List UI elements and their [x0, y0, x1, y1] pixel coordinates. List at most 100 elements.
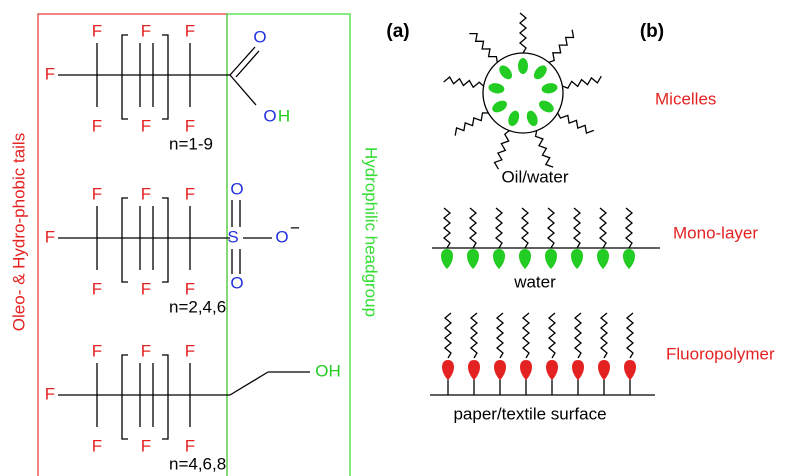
repeat-label: n=4,6,8	[169, 454, 226, 473]
headgroup	[541, 82, 558, 95]
atom: O	[263, 106, 276, 125]
headgroup	[531, 63, 549, 82]
fluorine: F	[141, 184, 151, 203]
fluorine: F	[45, 64, 55, 83]
headgroup	[598, 360, 610, 380]
fluorine: F	[92, 279, 102, 298]
oil-water-label: Oil/water	[501, 167, 568, 186]
headgroup	[623, 249, 635, 269]
tail	[601, 313, 607, 358]
headgroup	[572, 360, 584, 380]
bracket	[162, 355, 168, 439]
tail	[470, 208, 476, 248]
atom: O	[275, 227, 288, 246]
headgroup	[468, 360, 480, 380]
headgroup	[571, 249, 583, 269]
monolayer-label: Mono-layer	[673, 223, 758, 242]
bracket	[122, 355, 128, 439]
tail	[444, 77, 484, 87]
bracket	[162, 35, 168, 119]
tail	[496, 208, 502, 248]
atom: H	[278, 106, 290, 125]
fluorine: F	[92, 436, 102, 455]
fluorine: F	[92, 116, 102, 135]
fluorine: F	[92, 21, 102, 40]
tail	[558, 113, 594, 133]
tail	[523, 313, 529, 358]
tail	[444, 208, 450, 248]
headgroup	[488, 82, 505, 95]
fluorine: F	[92, 341, 102, 360]
fluorine: F	[185, 184, 195, 203]
headgroup	[490, 98, 509, 115]
atom: S	[227, 227, 238, 246]
bond	[230, 372, 268, 395]
panel-label: (a)	[386, 21, 409, 42]
fluorine: F	[141, 436, 151, 455]
bond	[230, 75, 256, 105]
surface-label: paper/textile surface	[453, 404, 606, 423]
tail	[495, 131, 510, 170]
bond	[230, 47, 255, 75]
headgroup	[537, 98, 556, 115]
bracket	[122, 198, 128, 282]
tail	[520, 13, 526, 53]
headgroup	[519, 249, 531, 269]
bracket	[122, 35, 128, 119]
panel-label: (b)	[640, 21, 664, 42]
tails-label: Oleo- & Hydro-phobic tails	[9, 133, 28, 331]
headgroup	[520, 360, 532, 380]
headgroup	[545, 249, 557, 269]
tail	[455, 113, 488, 136]
tail	[575, 313, 581, 358]
fluorine: F	[185, 279, 195, 298]
headgroup	[441, 249, 453, 269]
figure: Oleo- & Hydro-phobic tails Hydrophilic h…	[0, 0, 804, 476]
headgroup-label: Hydrophilic headgroup	[362, 147, 381, 317]
headgroup	[493, 249, 505, 269]
headgroup	[624, 360, 636, 380]
headgroup	[506, 109, 521, 127]
micelles-label: Micelles	[655, 89, 716, 108]
atom: O	[253, 27, 266, 46]
fluorine: F	[185, 116, 195, 135]
fluorine: F	[141, 116, 151, 135]
tail	[445, 313, 451, 358]
tail	[549, 313, 555, 358]
fluorine: F	[92, 184, 102, 203]
repeat-label: n=2,4,6	[169, 297, 226, 316]
tail	[522, 208, 528, 248]
tail	[627, 313, 633, 358]
tail	[536, 131, 554, 168]
tail-box	[38, 14, 227, 476]
atom: O	[230, 273, 243, 292]
atom: O	[230, 179, 243, 198]
headgroup	[525, 109, 540, 127]
tail	[471, 313, 477, 358]
fluorine: F	[141, 279, 151, 298]
tail	[469, 34, 497, 63]
tail	[626, 208, 632, 248]
tail	[549, 30, 574, 63]
fluorine: F	[185, 341, 195, 360]
fluorine: F	[185, 21, 195, 40]
headgroup	[597, 249, 609, 269]
fluorine: F	[141, 21, 151, 40]
fluorine: F	[45, 384, 55, 403]
repeat-label: n=1-9	[169, 134, 213, 153]
fluoropolymer-label: Fluoropolymer	[666, 344, 775, 363]
tail	[497, 313, 503, 358]
water-label: water	[513, 272, 556, 291]
fluorine: F	[45, 227, 55, 246]
headgroup	[518, 58, 528, 74]
fluorine: F	[185, 436, 195, 455]
tail	[574, 208, 580, 248]
tail	[548, 208, 554, 248]
headgroup	[497, 63, 515, 82]
headgroup	[442, 360, 454, 380]
bracket	[162, 198, 168, 282]
headgroup	[494, 360, 506, 380]
tail	[562, 76, 601, 88]
fluorine: F	[141, 341, 151, 360]
tail	[600, 208, 606, 248]
